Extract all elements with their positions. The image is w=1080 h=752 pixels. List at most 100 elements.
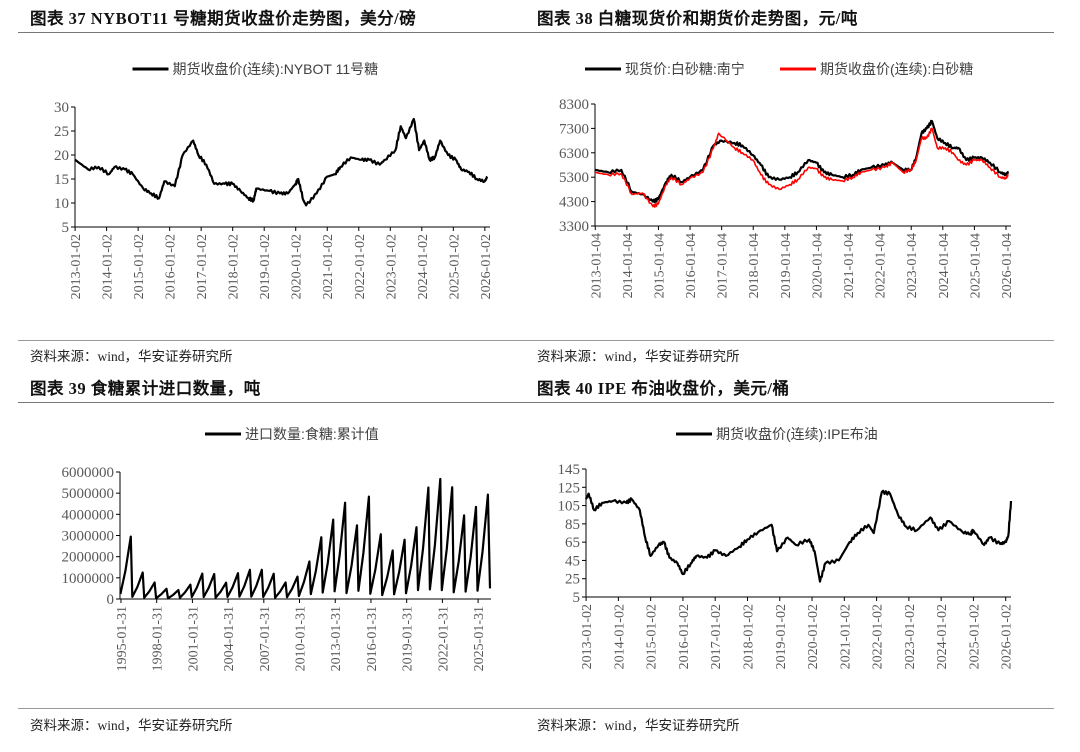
y-tick-label: 6300 (559, 146, 589, 162)
x-tick-label: 2018-01-02 (741, 604, 756, 669)
x-tick-label: 2023-01-02 (903, 604, 918, 669)
x-tick-label: 1998-01-31 (151, 606, 166, 671)
series-line-1 (594, 119, 1009, 204)
x-tick-label: 2016-01-02 (164, 234, 179, 299)
x-tick-label: 2025-01-02 (967, 604, 982, 669)
x-tick-label: 2023-01-04 (905, 233, 920, 298)
source-divider-top (18, 340, 1054, 341)
y-tick-label: 0 (107, 592, 115, 608)
figure-40-divider (530, 402, 1054, 403)
x-tick-label: 2021-01-02 (321, 234, 336, 299)
figure-39-title: 图表 39 食糖累计进口数量，吨 (30, 379, 261, 398)
x-tick-label: 2020-01-02 (290, 234, 305, 299)
y-tick-label: 45 (565, 553, 580, 569)
figure-38-title: 图表 38 白糖现货价和期货价走势图，元/吨 (537, 9, 858, 28)
legend-label: 期货收盘价(连续):NYBOT 11号糖 (173, 61, 379, 77)
y-tick-label: 25 (565, 572, 580, 588)
x-tick-label: 2024-01-02 (935, 604, 950, 669)
legend-label: 进口数量:食糖:累计值 (245, 426, 379, 442)
legend-label: 期货收盘价(连续):IPE布油 (716, 426, 878, 442)
x-tick-label: 2018-01-02 (227, 234, 242, 299)
figure-37-source: 资料来源：wind，华安证券研究所 (30, 349, 233, 364)
x-tick-label: 2024-01-02 (416, 234, 431, 299)
y-tick-label: 65 (565, 535, 580, 551)
figure-37-divider (18, 32, 530, 33)
series-line-1 (74, 117, 489, 207)
x-tick-label: 2026-01-02 (479, 234, 494, 299)
figure-38-source: 资料来源：wind，华安证券研究所 (537, 349, 740, 364)
x-tick-label: 2014-01-02 (612, 604, 627, 669)
series-line-2 (594, 127, 1009, 208)
y-tick-label: 145 (558, 462, 581, 478)
legend: 现货价:白砂糖:南宁 期货收盘价(连续):白砂糖 (585, 61, 973, 77)
legend-label: 期货收盘价(连续):白砂糖 (820, 61, 973, 77)
legend: 进口数量:食糖:累计值 (205, 426, 379, 442)
x-tick-label: 2013-01-02 (580, 604, 595, 669)
x-tick-label: 2016-01-02 (677, 604, 692, 669)
x-tick-label: 2021-01-04 (842, 233, 857, 298)
x-tick-label: 2019-01-31 (401, 606, 416, 671)
x-tick-label: 2017-01-04 (716, 233, 731, 298)
x-tick-label: 2024-01-04 (937, 233, 952, 298)
y-tick-label: 105 (558, 499, 581, 515)
legend: 期货收盘价(连续):NYBOT 11号糖 (132, 61, 379, 77)
x-tick-label: 2020-01-04 (810, 233, 825, 298)
figure-39-source: 资料来源：wind，华安证券研究所 (30, 718, 233, 733)
x-tick-label: 2026-01-02 (1000, 604, 1015, 669)
x-tick-label: 2019-01-02 (258, 234, 273, 299)
x-tick-label: 2016-01-04 (684, 233, 699, 298)
x-tick-label: 2001-01-31 (186, 606, 201, 671)
y-tick-label: 20 (54, 148, 69, 164)
x-tick-label: 2014-01-02 (101, 234, 116, 299)
x-tick-label: 2026-01-04 (1000, 233, 1015, 298)
figure-39-divider (18, 402, 530, 403)
y-tick-label: 3300 (559, 219, 589, 235)
series-line-1 (119, 477, 492, 600)
y-tick-label: 85 (565, 517, 580, 533)
x-tick-label: 2018-01-04 (747, 233, 762, 298)
y-tick-label: 10 (54, 196, 69, 212)
y-tick-label: 4300 (559, 195, 589, 211)
x-tick-label: 2010-01-31 (294, 606, 309, 671)
x-tick-label: 2020-01-02 (806, 604, 821, 669)
y-tick-label: 5000000 (62, 486, 115, 502)
x-tick-label: 2013-01-31 (329, 606, 344, 671)
y-tick-label: 8300 (559, 97, 589, 113)
y-tick-label: 4000000 (62, 507, 115, 523)
x-tick-label: 2025-01-02 (447, 234, 462, 299)
legend: 期货收盘价(连续):IPE布油 (676, 426, 878, 442)
x-tick-label: 2007-01-31 (258, 606, 273, 671)
figure-37-title: 图表 37 NYBOT11 号糖期货收盘价走势图，美分/磅 (30, 9, 417, 28)
x-tick-label: 2017-01-02 (709, 604, 724, 669)
x-tick-label: 2022-01-04 (874, 233, 889, 298)
x-tick-label: 1995-01-31 (115, 606, 130, 671)
x-tick-label: 2022-01-02 (353, 234, 368, 299)
figure-40-source: 资料来源：wind，华安证券研究所 (537, 718, 740, 733)
legend-label: 现货价:白砂糖:南宁 (625, 61, 745, 77)
y-tick-label: 6000000 (62, 465, 115, 481)
y-tick-label: 5300 (559, 170, 589, 186)
x-tick-label: 2014-01-04 (621, 233, 636, 298)
y-tick-label: 1000000 (62, 571, 115, 587)
x-tick-label: 2013-01-02 (69, 234, 84, 299)
x-tick-label: 2019-01-02 (774, 604, 789, 669)
x-tick-label: 2015-01-02 (645, 604, 660, 669)
figure-40-title: 图表 40 IPE 布油收盘价，美元/桶 (537, 379, 790, 398)
x-tick-label: 2022-01-02 (871, 604, 886, 669)
chart-3: 6000000 5000000 4000000 3000000 2000000 10000… (62, 426, 492, 671)
x-tick-label: 2013-01-04 (589, 233, 604, 298)
y-tick-label: 3000000 (62, 529, 115, 545)
y-tick-label: 7300 (559, 121, 589, 137)
x-tick-label: 2022-01-31 (436, 606, 451, 671)
y-tick-label: 5 (573, 590, 581, 606)
figure-38-divider (530, 32, 1054, 33)
x-tick-label: 2025-01-04 (968, 233, 983, 298)
y-tick-label: 125 (558, 480, 581, 496)
x-tick-label: 2025-01-31 (472, 606, 487, 671)
series-line-1 (584, 489, 1013, 583)
x-tick-label: 2017-01-02 (195, 234, 210, 299)
